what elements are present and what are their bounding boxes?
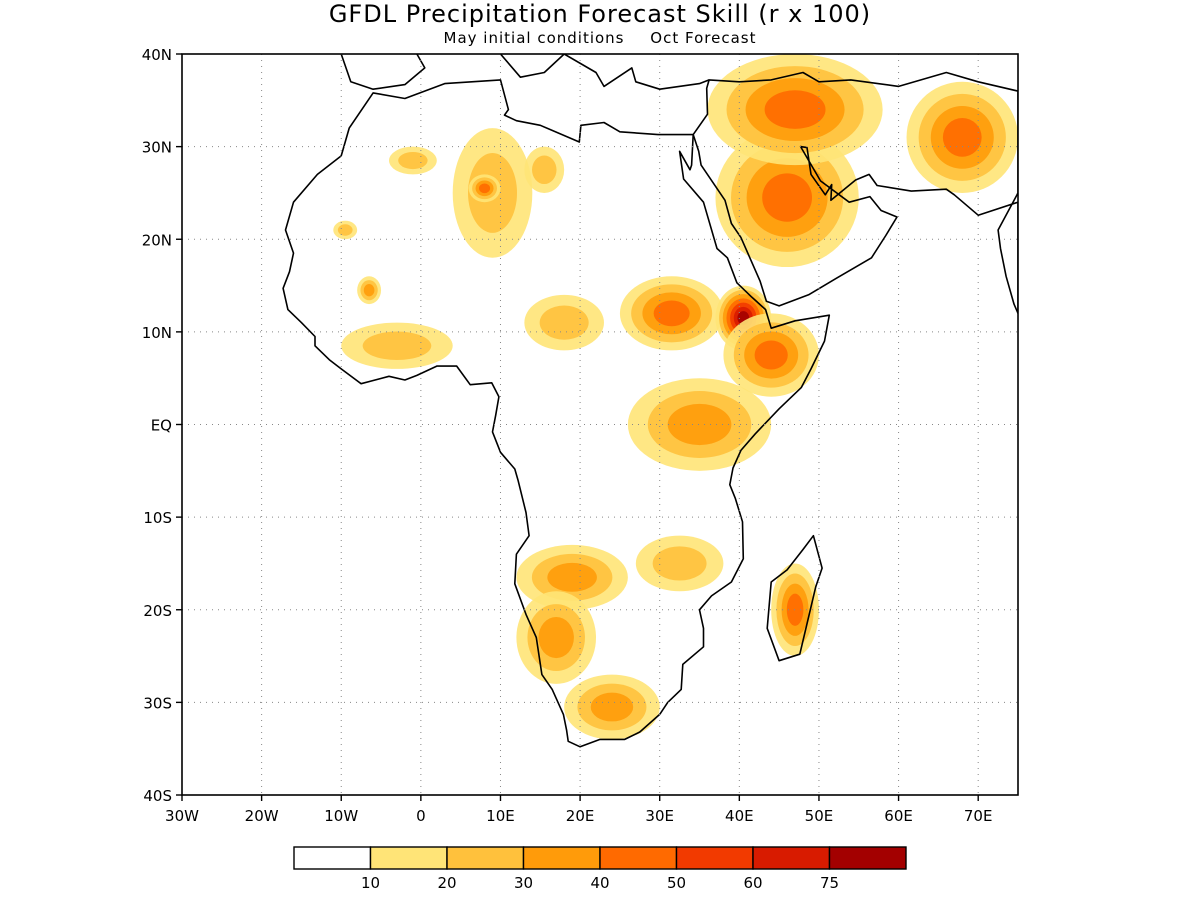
skill-region-19-level-4 [786, 593, 804, 626]
skill-region-17-level-2 [652, 546, 707, 581]
skill-region-13-level-4 [764, 90, 826, 129]
legend-label: 50 [667, 874, 686, 892]
lat-label: 20S [143, 602, 172, 620]
chart-title: GFDL Precipitation Forecast Skill (r x 1… [328, 0, 872, 28]
legend-swatch-1 [369, 846, 448, 870]
lon-label: 40E [725, 807, 754, 825]
legend-swatch-4 [599, 846, 678, 870]
legend-swatch-2 [446, 846, 525, 870]
lon-label: 50E [805, 807, 834, 825]
lat-label: 10S [143, 509, 172, 527]
legend-label: 10 [361, 874, 380, 892]
forecast-label: Oct Forecast [650, 29, 757, 47]
lon-label: 20W [245, 807, 279, 825]
skill-region-3-level-2 [398, 151, 428, 170]
lat-label: 30N [142, 139, 172, 157]
lat-label: 40S [143, 787, 172, 805]
lat-label: 10N [142, 324, 172, 342]
skill-region-18-level-3 [590, 692, 634, 722]
graticule [182, 54, 1018, 795]
legend-swatch-0 [293, 846, 372, 870]
skill-region-6-level-2 [362, 331, 432, 361]
lon-label: 10W [324, 807, 358, 825]
legend-label: 60 [743, 874, 762, 892]
africa-coastline [282, 79, 831, 748]
skill-region-1-level-4 [479, 183, 491, 194]
skill-shading-layer [333, 54, 1018, 740]
legend-label: 40 [590, 874, 609, 892]
madagascar-coastline [766, 534, 823, 662]
skill-region-10-level-4 [754, 340, 788, 370]
skill-region-16-level-3 [538, 616, 574, 659]
longitude-labels: 30W 20W 10W 0 10E 20E 30E 40E 50E 60E 70E [165, 807, 992, 825]
initial-conditions-label: May initial conditions [443, 29, 625, 47]
lat-label: 30S [143, 694, 172, 712]
skill-region-14-level-4 [942, 118, 982, 157]
skill-region-8-level-4 [653, 300, 690, 327]
legend-swatch-6 [752, 846, 831, 870]
lon-label: 60E [884, 807, 913, 825]
lon-label: 30E [645, 807, 674, 825]
lat-label: 20N [142, 231, 172, 249]
legend-swatch-5 [675, 846, 754, 870]
skill-region-2-level-2 [532, 155, 557, 185]
skill-region-5-level-3 [363, 284, 375, 297]
colorbar-legend: 10 20 30 40 50 60 75 [293, 846, 907, 892]
europe-coastline [340, 54, 710, 90]
lon-label: 30W [165, 807, 199, 825]
lon-label: 20E [566, 807, 595, 825]
skill-region-11-level-3 [667, 403, 732, 446]
legend-label: 75 [820, 874, 839, 892]
legend-label: 20 [437, 874, 456, 892]
skill-region-15-level-3 [547, 562, 597, 592]
legend-swatch-7 [828, 846, 907, 870]
chart-subtitle: May initial conditions Oct Forecast [0, 29, 1200, 47]
lon-label: 10E [486, 807, 515, 825]
skill-region-12-level-4 [762, 173, 813, 222]
legend-swatch-3 [522, 846, 601, 870]
middle-east-coastline [692, 71, 1018, 315]
skill-region-4-level-2 [337, 224, 353, 236]
skill-region-7-level-2 [539, 305, 589, 340]
legend-label: 30 [514, 874, 533, 892]
lon-label: 70E [964, 807, 993, 825]
lat-label: 40N [142, 46, 172, 64]
coastline-layer [282, 54, 1018, 748]
axis-ticks [176, 53, 979, 801]
latitude-labels: 40N 30N 20N 10N EQ 10S 20S 30S 40S [142, 46, 172, 805]
lat-label: EQ [151, 417, 172, 435]
lon-label: 0 [416, 807, 426, 825]
